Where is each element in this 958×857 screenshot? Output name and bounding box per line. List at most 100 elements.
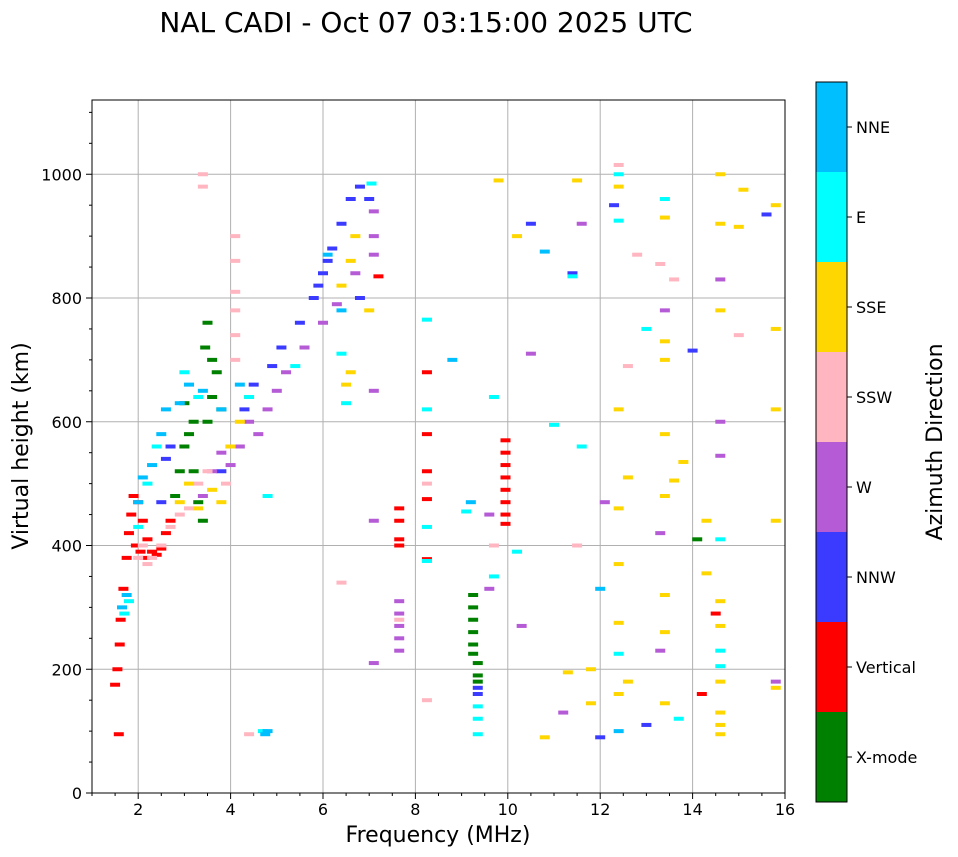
data-point <box>692 537 703 542</box>
data-point <box>421 558 432 563</box>
data-point <box>234 382 245 387</box>
data-point <box>202 419 213 424</box>
colorbar-segment <box>816 352 847 442</box>
data-point <box>114 642 125 647</box>
colorbar-tick-label: SSE <box>856 298 886 317</box>
series-e <box>119 172 726 737</box>
data-point <box>184 506 195 511</box>
data-point <box>622 475 633 480</box>
data-point <box>472 692 483 696</box>
data-point <box>696 692 707 696</box>
data-point <box>500 450 511 455</box>
data-point <box>336 308 347 313</box>
colorbar-segment <box>816 532 847 622</box>
data-point <box>613 162 624 167</box>
data-point <box>655 648 666 653</box>
y-tick-label: 600 <box>51 413 82 432</box>
data-point <box>468 605 479 610</box>
data-point <box>599 500 610 505</box>
data-point <box>701 518 712 523</box>
data-point <box>394 537 405 542</box>
data-point <box>421 370 432 375</box>
data-point <box>193 500 204 505</box>
data-point <box>220 481 231 486</box>
data-point <box>230 308 241 313</box>
data-point <box>350 234 361 239</box>
colorbar-segment <box>816 622 847 712</box>
data-point <box>576 221 587 226</box>
data-point <box>687 348 698 353</box>
data-point <box>230 258 241 263</box>
data-point <box>354 296 365 300</box>
data-point <box>613 562 624 567</box>
data-point <box>394 617 405 622</box>
data-point <box>345 370 356 375</box>
data-point <box>354 184 365 189</box>
data-point <box>595 586 606 591</box>
data-point <box>465 500 476 505</box>
data-point <box>715 172 726 177</box>
data-point <box>572 178 583 183</box>
colorbar: X-mode Vertical NNW W SSW SSE E NNE <box>815 81 917 803</box>
data-point <box>225 463 236 468</box>
colorbar-segment <box>816 262 847 352</box>
data-point <box>761 212 772 217</box>
data-point <box>174 500 185 505</box>
data-point <box>133 524 144 529</box>
data-point <box>156 432 167 437</box>
data-point <box>193 395 204 399</box>
grid <box>92 100 786 794</box>
data-point <box>715 623 726 628</box>
y-tick-label: 200 <box>51 660 82 679</box>
data-point <box>230 289 241 294</box>
data-point <box>613 218 624 223</box>
data-point <box>738 187 749 192</box>
data-point <box>641 326 652 331</box>
data-points <box>110 162 781 740</box>
data-point <box>216 469 227 474</box>
data-point <box>394 636 405 641</box>
data-point <box>488 574 499 579</box>
colorbar-tick-label: NNE <box>856 118 890 137</box>
data-point <box>770 407 781 412</box>
data-point <box>197 518 208 523</box>
data-point <box>585 701 596 706</box>
colorbar-tick-label: E <box>856 208 866 227</box>
data-point <box>715 537 726 542</box>
data-point <box>318 271 328 276</box>
data-point <box>336 351 347 356</box>
x-axis-label: Frequency (MHz) <box>346 823 531 848</box>
data-point <box>567 274 578 279</box>
data-point <box>500 512 511 517</box>
data-point <box>184 481 195 486</box>
data-point <box>345 197 356 201</box>
data-point <box>659 215 670 220</box>
data-point <box>525 351 536 356</box>
series-nne <box>117 249 624 737</box>
data-point <box>613 506 624 511</box>
data-point <box>174 469 185 474</box>
data-point <box>394 518 405 523</box>
data-point <box>147 549 158 554</box>
data-point <box>197 184 208 189</box>
data-point <box>130 543 141 548</box>
data-point <box>715 419 726 424</box>
data-point <box>770 518 781 523</box>
data-point <box>137 518 148 523</box>
data-point <box>394 648 405 653</box>
data-point <box>156 500 167 505</box>
data-point <box>468 651 479 656</box>
x-tick-label: 14 <box>682 800 702 819</box>
data-point <box>313 283 324 288</box>
data-point <box>151 444 162 449</box>
data-point <box>216 450 227 455</box>
data-point <box>331 302 342 307</box>
data-point <box>613 172 624 177</box>
data-point <box>207 357 218 362</box>
data-point <box>165 518 176 523</box>
data-point <box>770 679 781 684</box>
data-point <box>715 308 726 313</box>
colorbar-tick-label: X-mode <box>856 748 917 767</box>
data-point <box>267 364 278 369</box>
data-point <box>770 203 781 208</box>
